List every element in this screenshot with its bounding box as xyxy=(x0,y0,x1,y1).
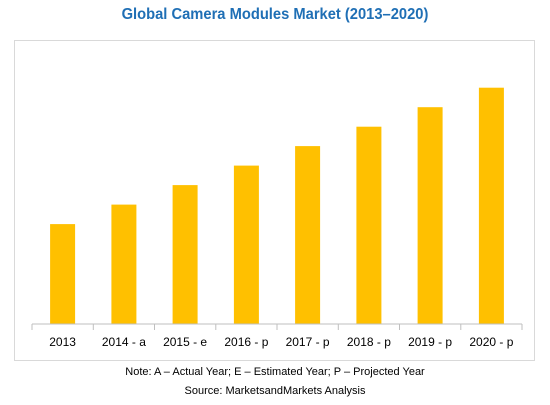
x-tick-label-3: 2016 - p xyxy=(224,335,268,349)
x-tick-label-7: 2020 - p xyxy=(469,335,513,349)
x-tick-label-5: 2018 - p xyxy=(347,335,391,349)
x-tick-label-0: 2013 xyxy=(49,335,76,349)
x-tick-label-2: 2015 - e xyxy=(163,335,207,349)
bar-1 xyxy=(111,204,137,324)
bar-2 xyxy=(172,185,198,324)
x-tick-label-1: 2014 - a xyxy=(102,335,146,349)
bar-4 xyxy=(295,146,321,324)
x-tick-label-4: 2017 - p xyxy=(286,335,330,349)
chart-frame xyxy=(14,40,535,361)
bar-6 xyxy=(417,107,443,324)
chart-source: Source: MarketsandMarkets Analysis xyxy=(184,385,366,397)
bar-3 xyxy=(233,165,259,324)
bar-0 xyxy=(50,224,76,324)
bar-7 xyxy=(478,87,504,324)
x-axis-tick-labels: 2013 2014 - a 2015 - e 2016 - p 2017 - p 2018… xyxy=(49,335,513,349)
x-axis-ticks xyxy=(31,324,523,330)
bars-group xyxy=(50,87,504,324)
bar-5 xyxy=(356,126,382,324)
chart-title: Global Camera Modules Market (2013–2020) xyxy=(121,6,429,23)
x-tick-label-6: 2019 - p xyxy=(408,335,452,349)
chart-note: Note: A – Actual Year; E – Estimated Yea… xyxy=(125,366,425,378)
